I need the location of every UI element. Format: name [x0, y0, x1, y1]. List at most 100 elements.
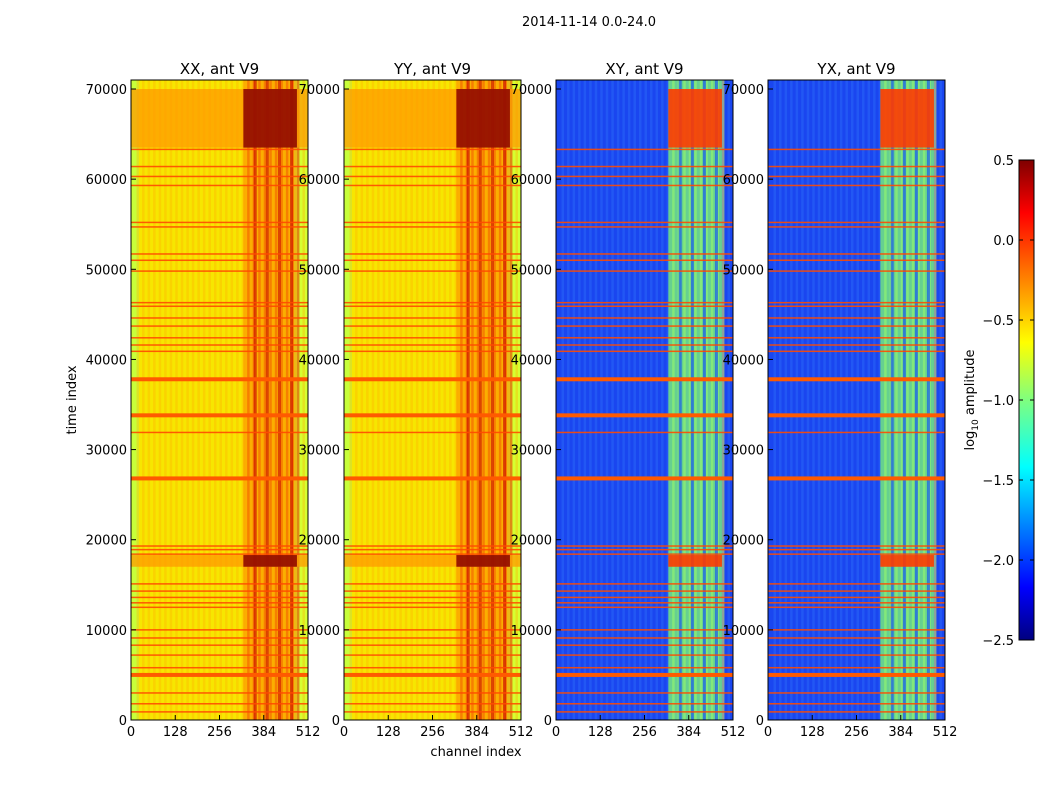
flag-line — [131, 431, 308, 434]
x-tick-label: 128 — [376, 725, 401, 740]
flag-line-thick — [131, 476, 308, 481]
flag-line — [556, 606, 733, 609]
channel-stripe — [666, 80, 670, 720]
flag-line — [131, 221, 308, 224]
sub-band-edge — [503, 80, 507, 720]
flag-line — [768, 344, 945, 346]
channel-stripe — [644, 80, 647, 720]
channel-stripe — [377, 80, 380, 720]
flag-line — [131, 666, 308, 669]
flag-line — [131, 545, 308, 547]
flag-line — [556, 553, 733, 555]
bright-time-band-core — [880, 555, 934, 567]
flag-line — [768, 596, 945, 599]
channel-stripe — [867, 80, 871, 720]
colorbar-tick-label: 0.5 — [993, 154, 1014, 169]
x-tick-label: 384 — [888, 725, 913, 740]
x-tick-label: 384 — [251, 725, 276, 740]
y-tick-label: 30000 — [86, 444, 127, 459]
flag-line — [768, 148, 945, 151]
y-tick-label: 20000 — [511, 534, 552, 549]
channel-stripe — [382, 80, 386, 720]
bright-time-band — [344, 555, 521, 567]
y-tick-label: 70000 — [511, 83, 552, 98]
flag-line — [556, 637, 733, 639]
channel-stripe — [616, 80, 620, 720]
channel-stripe — [296, 80, 300, 720]
flag-line — [768, 253, 945, 255]
flag-line — [344, 553, 521, 555]
colorbar-ticks: 0.5 0.0 −0.5 −1.0 −1.5 −2.0 −2.5 — [982, 154, 1034, 649]
flag-line — [131, 226, 308, 228]
y-tick-label: 0 — [756, 714, 764, 729]
sub-band-edge — [265, 80, 269, 720]
channel-stripe — [153, 80, 156, 720]
y-tick-label: 70000 — [86, 83, 127, 98]
channel-stripe — [561, 80, 565, 720]
x-tick-label: 256 — [844, 725, 869, 740]
channel-stripe — [845, 80, 848, 720]
panel-4: YX, ant V9 0 128 256 384 512 0 10000 20000 30000 4… — [723, 60, 958, 740]
flag-line-thick — [344, 672, 521, 677]
flag-line — [556, 545, 733, 547]
flag-line-thick — [344, 377, 521, 382]
channel-stripe — [509, 80, 513, 720]
flag-line — [556, 344, 733, 346]
channel-stripe — [850, 80, 854, 720]
channel-stripe — [236, 80, 239, 720]
channel-stripe — [191, 80, 195, 720]
y-tick-label: 40000 — [511, 353, 552, 368]
flag-line — [344, 325, 521, 327]
colorbar-tick-label: −1.5 — [982, 474, 1014, 489]
channel-stripe — [828, 80, 832, 720]
colorbar-label-log: log — [963, 431, 978, 451]
flag-line — [344, 590, 521, 592]
sub-band-edge — [277, 80, 281, 720]
channel-stripe — [136, 80, 140, 720]
x-tick-label: 384 — [676, 725, 701, 740]
flag-line — [344, 602, 521, 604]
channel-stripe — [638, 80, 642, 720]
y-tick-label: 30000 — [723, 444, 764, 459]
channel-stripe — [142, 80, 145, 720]
flag-line-thick — [768, 476, 945, 481]
flag-line — [131, 629, 308, 631]
flag-line — [768, 270, 945, 272]
channel-stripe — [443, 80, 447, 720]
flag-line — [768, 221, 945, 224]
channel-stripe — [727, 80, 730, 720]
flag-line — [344, 637, 521, 639]
flag-line — [556, 270, 733, 272]
flag-line — [768, 590, 945, 592]
flag-line-thick — [131, 413, 308, 418]
y-tick-label: 10000 — [511, 624, 552, 639]
y-tick-label: 60000 — [511, 173, 552, 188]
flag-line — [344, 317, 521, 319]
channel-stripe — [302, 80, 305, 720]
flag-line — [344, 301, 521, 304]
flag-line — [344, 184, 521, 187]
colorbar-tick-label: −0.5 — [982, 314, 1014, 329]
channel-stripe — [823, 80, 826, 720]
sub-band-edge — [890, 80, 894, 720]
flag-line — [556, 602, 733, 604]
y-tick-label: 60000 — [299, 173, 340, 188]
flag-line-thick — [556, 672, 733, 677]
flag-line — [344, 711, 521, 713]
flag-line — [556, 350, 733, 353]
channel-stripe — [360, 80, 364, 720]
flag-line — [344, 175, 521, 178]
channel-stripe — [611, 80, 614, 720]
flag-line — [556, 221, 733, 224]
flag-line — [556, 226, 733, 228]
flag-line — [556, 703, 733, 705]
x-tick-label: 384 — [464, 725, 489, 740]
channel-stripe — [426, 80, 430, 720]
flag-line — [556, 596, 733, 599]
sub-band-edge — [290, 80, 294, 720]
colorbar-label-sub: 10 — [971, 419, 981, 431]
y-tick-label: 0 — [119, 714, 127, 729]
flag-line-thick — [131, 377, 308, 382]
y-tick-label: 40000 — [86, 353, 127, 368]
